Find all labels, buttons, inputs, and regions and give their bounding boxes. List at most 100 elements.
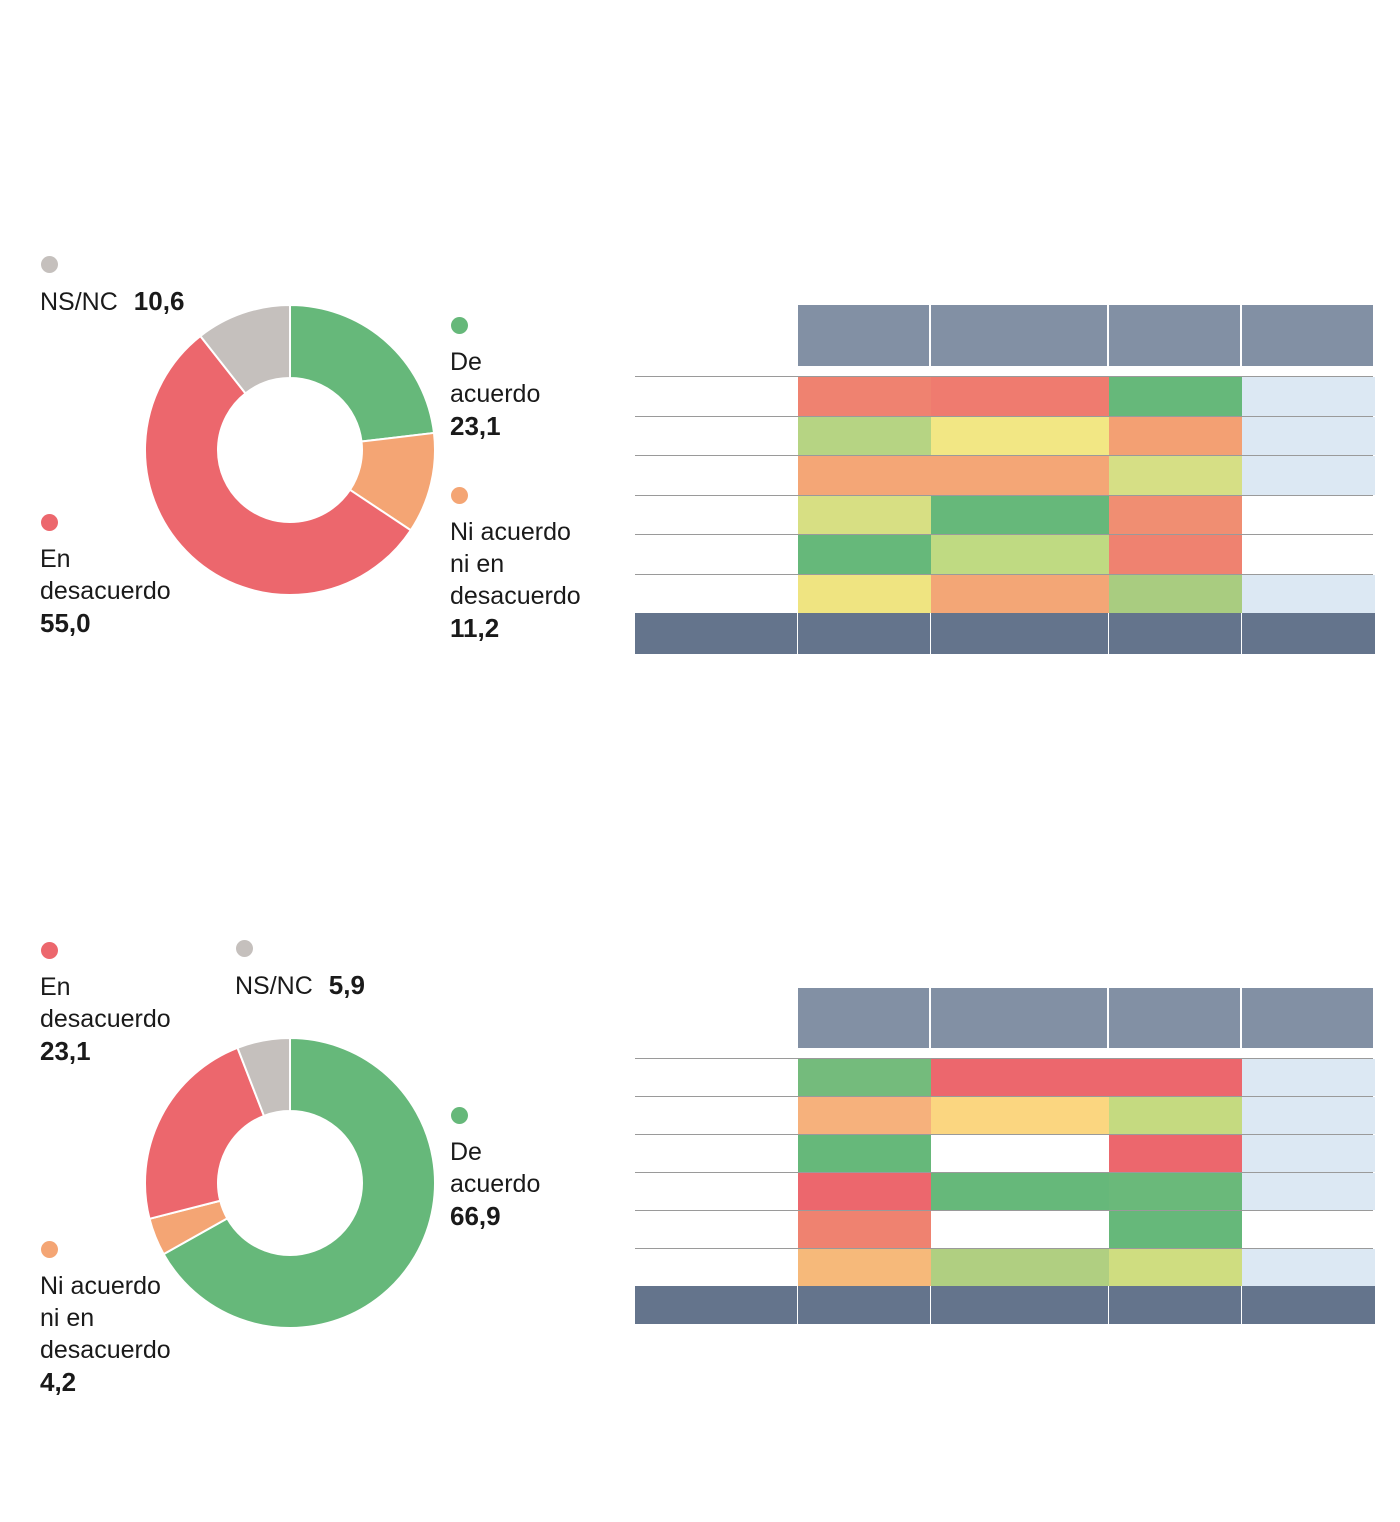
heatmap-cell [798, 574, 931, 613]
legend-label: En desacuerdo [40, 973, 171, 1033]
heatmap-cell [931, 1135, 1109, 1172]
legend-item-ns-nc: NS/NC 5,9 [235, 940, 365, 1002]
legend-dot-en-desacuerdo [41, 514, 58, 531]
legend-dot-ns-nc [236, 940, 253, 957]
heatmap-cell [1242, 456, 1375, 495]
legend-dot-de-acuerdo [451, 1107, 468, 1124]
legend-dot-de-acuerdo [451, 317, 468, 334]
heatmap-cell [1109, 1211, 1242, 1248]
legend-dot-ni-acuerdo [451, 487, 468, 504]
heatmap-cell [931, 495, 1109, 534]
heatmap-row-rule [635, 1134, 1373, 1135]
heatmap-cell [798, 1135, 931, 1172]
legend-label: NS/NC [235, 972, 313, 1000]
legend-item-en-desacuerdo: En desacuerdo 23,1 [40, 942, 171, 1067]
heatmap-row-rule [635, 1058, 1373, 1059]
heatmap-cell [1109, 377, 1242, 416]
heatmap-row-rule [635, 415, 1373, 417]
heatmap-row-rule [635, 534, 1373, 535]
legend-item-de-acuerdo: De acuerdo 66,9 [450, 1107, 540, 1232]
heatmap-cell [798, 456, 931, 495]
heatmap-cell [931, 1097, 1109, 1134]
legend-value: 4,2 [40, 1367, 77, 1397]
heatmap-cell [931, 456, 1109, 495]
legend-dot-ns-nc [41, 256, 58, 273]
donut-slice-en-desacuerdo [144, 334, 413, 596]
heatmap-header-cell [1109, 988, 1240, 1048]
heatmap-cell [798, 495, 931, 534]
heatmap-header-cell [931, 988, 1107, 1048]
heatmap-header-cell [1242, 305, 1373, 366]
heatmap-cell [798, 1249, 931, 1286]
heatmap-footer-cell [1242, 1286, 1375, 1324]
legend-value: 23,1 [40, 1036, 91, 1066]
heatmap-cell [798, 1211, 931, 1248]
legend-label: Ni acuerdo ni en desacuerdo [450, 518, 581, 610]
heatmap-cell [931, 1249, 1109, 1286]
heatmap-row-rule [635, 494, 1373, 496]
chart-panel-2: En desacuerdo 23,1 NS/NC 5,9 De acuerdo 6… [0, 700, 1400, 1522]
heatmap-header-cell [1242, 988, 1373, 1048]
heatmap-footer-cell [635, 1286, 797, 1324]
legend-label: De acuerdo [450, 1138, 541, 1198]
heatmap-header-cell [931, 305, 1107, 366]
heatmap-cell [1109, 416, 1242, 455]
donut-slice-de-acuerdo [289, 303, 436, 443]
legend-label: De acuerdo [450, 348, 541, 408]
heatmap-footer-cell [1109, 613, 1241, 654]
legend-value: 11,2 [450, 613, 500, 643]
heatmap-cell [1242, 1059, 1375, 1096]
heatmap-cell [1109, 574, 1242, 613]
heatmap-footer-cell [635, 613, 797, 654]
heatmap-header-cell [798, 988, 929, 1048]
heatmap-cell [1242, 535, 1375, 574]
donut-slice-en-desacuerdo [144, 1046, 266, 1221]
heatmap-cell [798, 1097, 931, 1134]
heatmap-cell [1109, 1097, 1242, 1134]
heatmap-header-cell [798, 305, 929, 366]
heatmap-cell [1242, 416, 1375, 455]
legend-value: 23,1 [450, 411, 501, 441]
heatmap-table-2 [635, 988, 1375, 1324]
legend-value: 5,9 [328, 970, 365, 1000]
heatmap-cell [798, 416, 931, 455]
heatmap-cell [798, 1173, 931, 1210]
legend-item-en-desacuerdo: En desacuerdo 55,0 [40, 514, 171, 639]
heatmap-cell [1242, 1249, 1375, 1286]
legend-dot-ni-acuerdo [41, 1241, 58, 1258]
donut-chart-2 [144, 1036, 436, 1329]
legend-label: NS/NC [40, 288, 118, 316]
legend-item-ni-acuerdo: Ni acuerdo ni en desacuerdo 4,2 [40, 1241, 171, 1398]
heatmap-cell [1242, 1097, 1375, 1134]
heatmap-cell [798, 535, 931, 574]
donut-slice-ns-nc [198, 303, 291, 395]
heatmap-footer-cell [1242, 613, 1375, 654]
heatmap-cell [1109, 495, 1242, 534]
heatmap-row-rule [635, 455, 1373, 456]
heatmap-cell [1242, 1211, 1375, 1248]
chart-panel-1: NS/NC 10,6 De acuerdo 23,1 Ni acuerdo ni … [0, 0, 1400, 700]
donut-slice-de-acuerdo [162, 1036, 436, 1329]
legend-value: 10,6 [133, 286, 185, 316]
heatmap-cell [931, 535, 1109, 574]
legend-value: 55,0 [40, 608, 91, 638]
heatmap-cell [1242, 377, 1375, 416]
donut-slice-ns-nc [236, 1036, 291, 1118]
legend-item-de-acuerdo: De acuerdo 23,1 [450, 317, 540, 442]
heatmap-cell [1109, 1173, 1242, 1210]
heatmap-cell [931, 574, 1109, 613]
heatmap-footer-cell [931, 1286, 1108, 1324]
legend-item-ni-acuerdo: Ni acuerdo ni en desacuerdo 11,2 [450, 487, 581, 644]
heatmap-header-cell [1109, 305, 1240, 366]
heatmap-cell [931, 1059, 1109, 1096]
legend-label: En desacuerdo [40, 545, 171, 605]
heatmap-cell [931, 377, 1109, 416]
heatmap-cell [1242, 574, 1375, 613]
legend-label: Ni acuerdo ni en desacuerdo [40, 1272, 171, 1364]
heatmap-row-rule [635, 573, 1373, 575]
heatmap-cell [1109, 456, 1242, 495]
heatmap-footer-cell [931, 613, 1108, 654]
heatmap-footer-cell [1109, 1286, 1241, 1324]
legend-value: 66,9 [450, 1201, 501, 1231]
heatmap-row-rule [635, 1248, 1373, 1249]
